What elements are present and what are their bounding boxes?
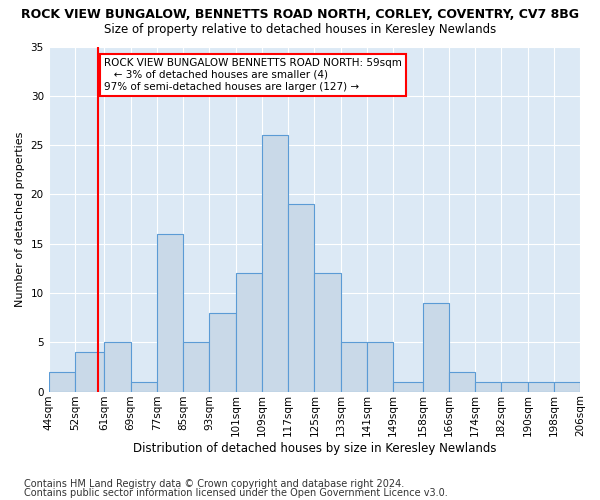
Bar <box>393 382 422 392</box>
Bar <box>341 342 367 392</box>
Text: ROCK VIEW BUNGALOW BENNETTS ROAD NORTH: 59sqm
   ← 3% of detached houses are sma: ROCK VIEW BUNGALOW BENNETTS ROAD NORTH: … <box>104 58 402 92</box>
Bar <box>131 382 157 392</box>
Bar <box>209 312 236 392</box>
Bar <box>75 352 104 392</box>
Y-axis label: Number of detached properties: Number of detached properties <box>15 132 25 306</box>
Bar <box>236 273 262 392</box>
Bar <box>104 342 131 392</box>
Bar <box>157 234 183 392</box>
Bar <box>262 135 288 392</box>
Text: Contains public sector information licensed under the Open Government Licence v3: Contains public sector information licen… <box>24 488 448 498</box>
Bar <box>314 273 341 392</box>
Bar <box>288 204 314 392</box>
Text: ROCK VIEW BUNGALOW, BENNETTS ROAD NORTH, CORLEY, COVENTRY, CV7 8BG: ROCK VIEW BUNGALOW, BENNETTS ROAD NORTH,… <box>21 8 579 20</box>
Bar <box>367 342 393 392</box>
Bar <box>501 382 527 392</box>
Text: Size of property relative to detached houses in Keresley Newlands: Size of property relative to detached ho… <box>104 22 496 36</box>
Bar <box>449 372 475 392</box>
Bar <box>527 382 554 392</box>
Bar <box>554 382 580 392</box>
Bar <box>422 303 449 392</box>
X-axis label: Distribution of detached houses by size in Keresley Newlands: Distribution of detached houses by size … <box>133 442 496 455</box>
Bar <box>183 342 209 392</box>
Bar <box>49 372 75 392</box>
Text: Contains HM Land Registry data © Crown copyright and database right 2024.: Contains HM Land Registry data © Crown c… <box>24 479 404 489</box>
Bar <box>475 382 501 392</box>
